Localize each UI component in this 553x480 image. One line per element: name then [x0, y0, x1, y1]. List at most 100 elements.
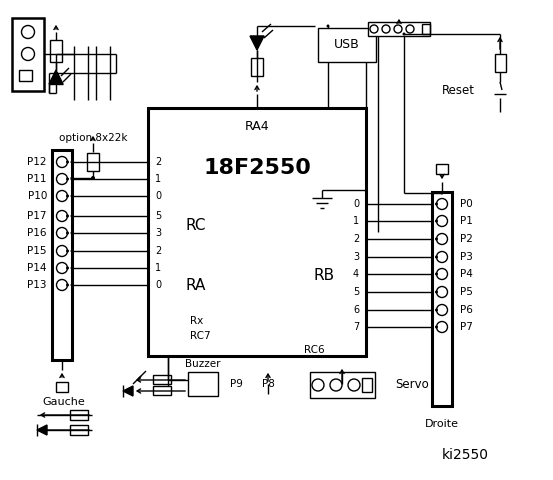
Circle shape — [70, 284, 74, 287]
Bar — [318, 28, 376, 62]
Text: 4: 4 — [353, 269, 359, 279]
Circle shape — [435, 290, 438, 293]
Circle shape — [435, 273, 438, 276]
Circle shape — [435, 203, 438, 205]
Text: P3: P3 — [460, 252, 473, 262]
Text: P9: P9 — [229, 379, 242, 389]
Bar — [148, 108, 366, 356]
Circle shape — [66, 194, 69, 197]
Text: 3: 3 — [155, 228, 161, 238]
Circle shape — [22, 25, 34, 38]
Text: P12: P12 — [28, 157, 47, 167]
Text: Rx: Rx — [190, 316, 204, 326]
Circle shape — [370, 25, 378, 33]
Circle shape — [348, 379, 360, 391]
Circle shape — [56, 245, 67, 256]
Circle shape — [436, 304, 447, 315]
Text: P5: P5 — [460, 287, 473, 297]
Circle shape — [56, 228, 67, 239]
Polygon shape — [250, 36, 264, 50]
Text: 1: 1 — [155, 174, 161, 184]
Bar — [422, 24, 430, 34]
Text: RC6: RC6 — [304, 345, 325, 355]
Circle shape — [436, 252, 447, 263]
Text: RB: RB — [314, 268, 335, 284]
Text: RA: RA — [186, 278, 206, 293]
Text: P11: P11 — [28, 174, 47, 184]
Circle shape — [330, 379, 342, 391]
Circle shape — [70, 250, 74, 252]
Circle shape — [91, 176, 95, 180]
Bar — [432, 192, 452, 406]
Circle shape — [66, 178, 69, 180]
Bar — [436, 164, 448, 174]
Text: 7: 7 — [353, 322, 359, 332]
Bar — [251, 58, 263, 76]
Circle shape — [56, 191, 67, 202]
Text: 0: 0 — [353, 199, 359, 209]
Circle shape — [56, 279, 67, 290]
Bar — [87, 153, 99, 171]
Text: 6: 6 — [353, 305, 359, 315]
Text: Servo: Servo — [395, 379, 429, 392]
Text: 0: 0 — [155, 191, 161, 201]
Circle shape — [435, 325, 438, 328]
Text: 2: 2 — [353, 234, 359, 244]
Circle shape — [66, 160, 69, 164]
Bar — [12, 18, 44, 91]
Text: 3: 3 — [353, 252, 359, 262]
Text: P15: P15 — [28, 246, 47, 256]
Polygon shape — [37, 425, 47, 435]
Circle shape — [436, 322, 447, 333]
Text: P14: P14 — [28, 263, 47, 273]
Circle shape — [436, 233, 447, 244]
Circle shape — [70, 215, 74, 217]
Text: 1: 1 — [155, 263, 161, 273]
Circle shape — [66, 215, 69, 217]
Bar — [19, 70, 32, 81]
Text: 18F2550: 18F2550 — [203, 158, 311, 178]
Circle shape — [394, 25, 402, 33]
Circle shape — [326, 24, 330, 27]
Text: 2: 2 — [155, 246, 161, 256]
Text: RC7: RC7 — [190, 331, 211, 341]
Bar — [362, 378, 372, 392]
Text: P2: P2 — [460, 234, 473, 244]
Circle shape — [312, 379, 324, 391]
Circle shape — [70, 178, 74, 180]
Bar — [52, 150, 72, 360]
Circle shape — [56, 263, 67, 274]
Circle shape — [22, 48, 34, 60]
Bar — [495, 54, 506, 72]
Bar — [310, 372, 375, 398]
Bar — [153, 386, 171, 395]
Bar — [153, 375, 171, 384]
Circle shape — [403, 33, 405, 36]
Text: RC: RC — [186, 218, 206, 233]
Text: 1: 1 — [353, 216, 359, 226]
Text: P4: P4 — [460, 269, 473, 279]
Text: P17: P17 — [28, 211, 47, 221]
Text: P7: P7 — [460, 322, 473, 332]
Circle shape — [436, 199, 447, 209]
Text: P0: P0 — [460, 199, 473, 209]
Circle shape — [435, 238, 438, 240]
Text: USB: USB — [334, 38, 360, 51]
Circle shape — [70, 160, 74, 164]
Bar — [50, 40, 62, 62]
Circle shape — [382, 25, 390, 33]
Bar — [188, 372, 218, 396]
Text: ki2550: ki2550 — [441, 448, 488, 462]
Circle shape — [435, 219, 438, 223]
Circle shape — [56, 211, 67, 221]
Text: option 8x22k: option 8x22k — [59, 133, 127, 143]
Text: Reset: Reset — [442, 84, 475, 96]
Circle shape — [66, 266, 69, 269]
Text: 2: 2 — [155, 157, 161, 167]
Bar — [368, 22, 430, 36]
Circle shape — [66, 284, 69, 287]
Text: 5: 5 — [353, 287, 359, 297]
Bar — [70, 410, 88, 420]
Polygon shape — [123, 386, 133, 396]
Circle shape — [70, 194, 74, 197]
